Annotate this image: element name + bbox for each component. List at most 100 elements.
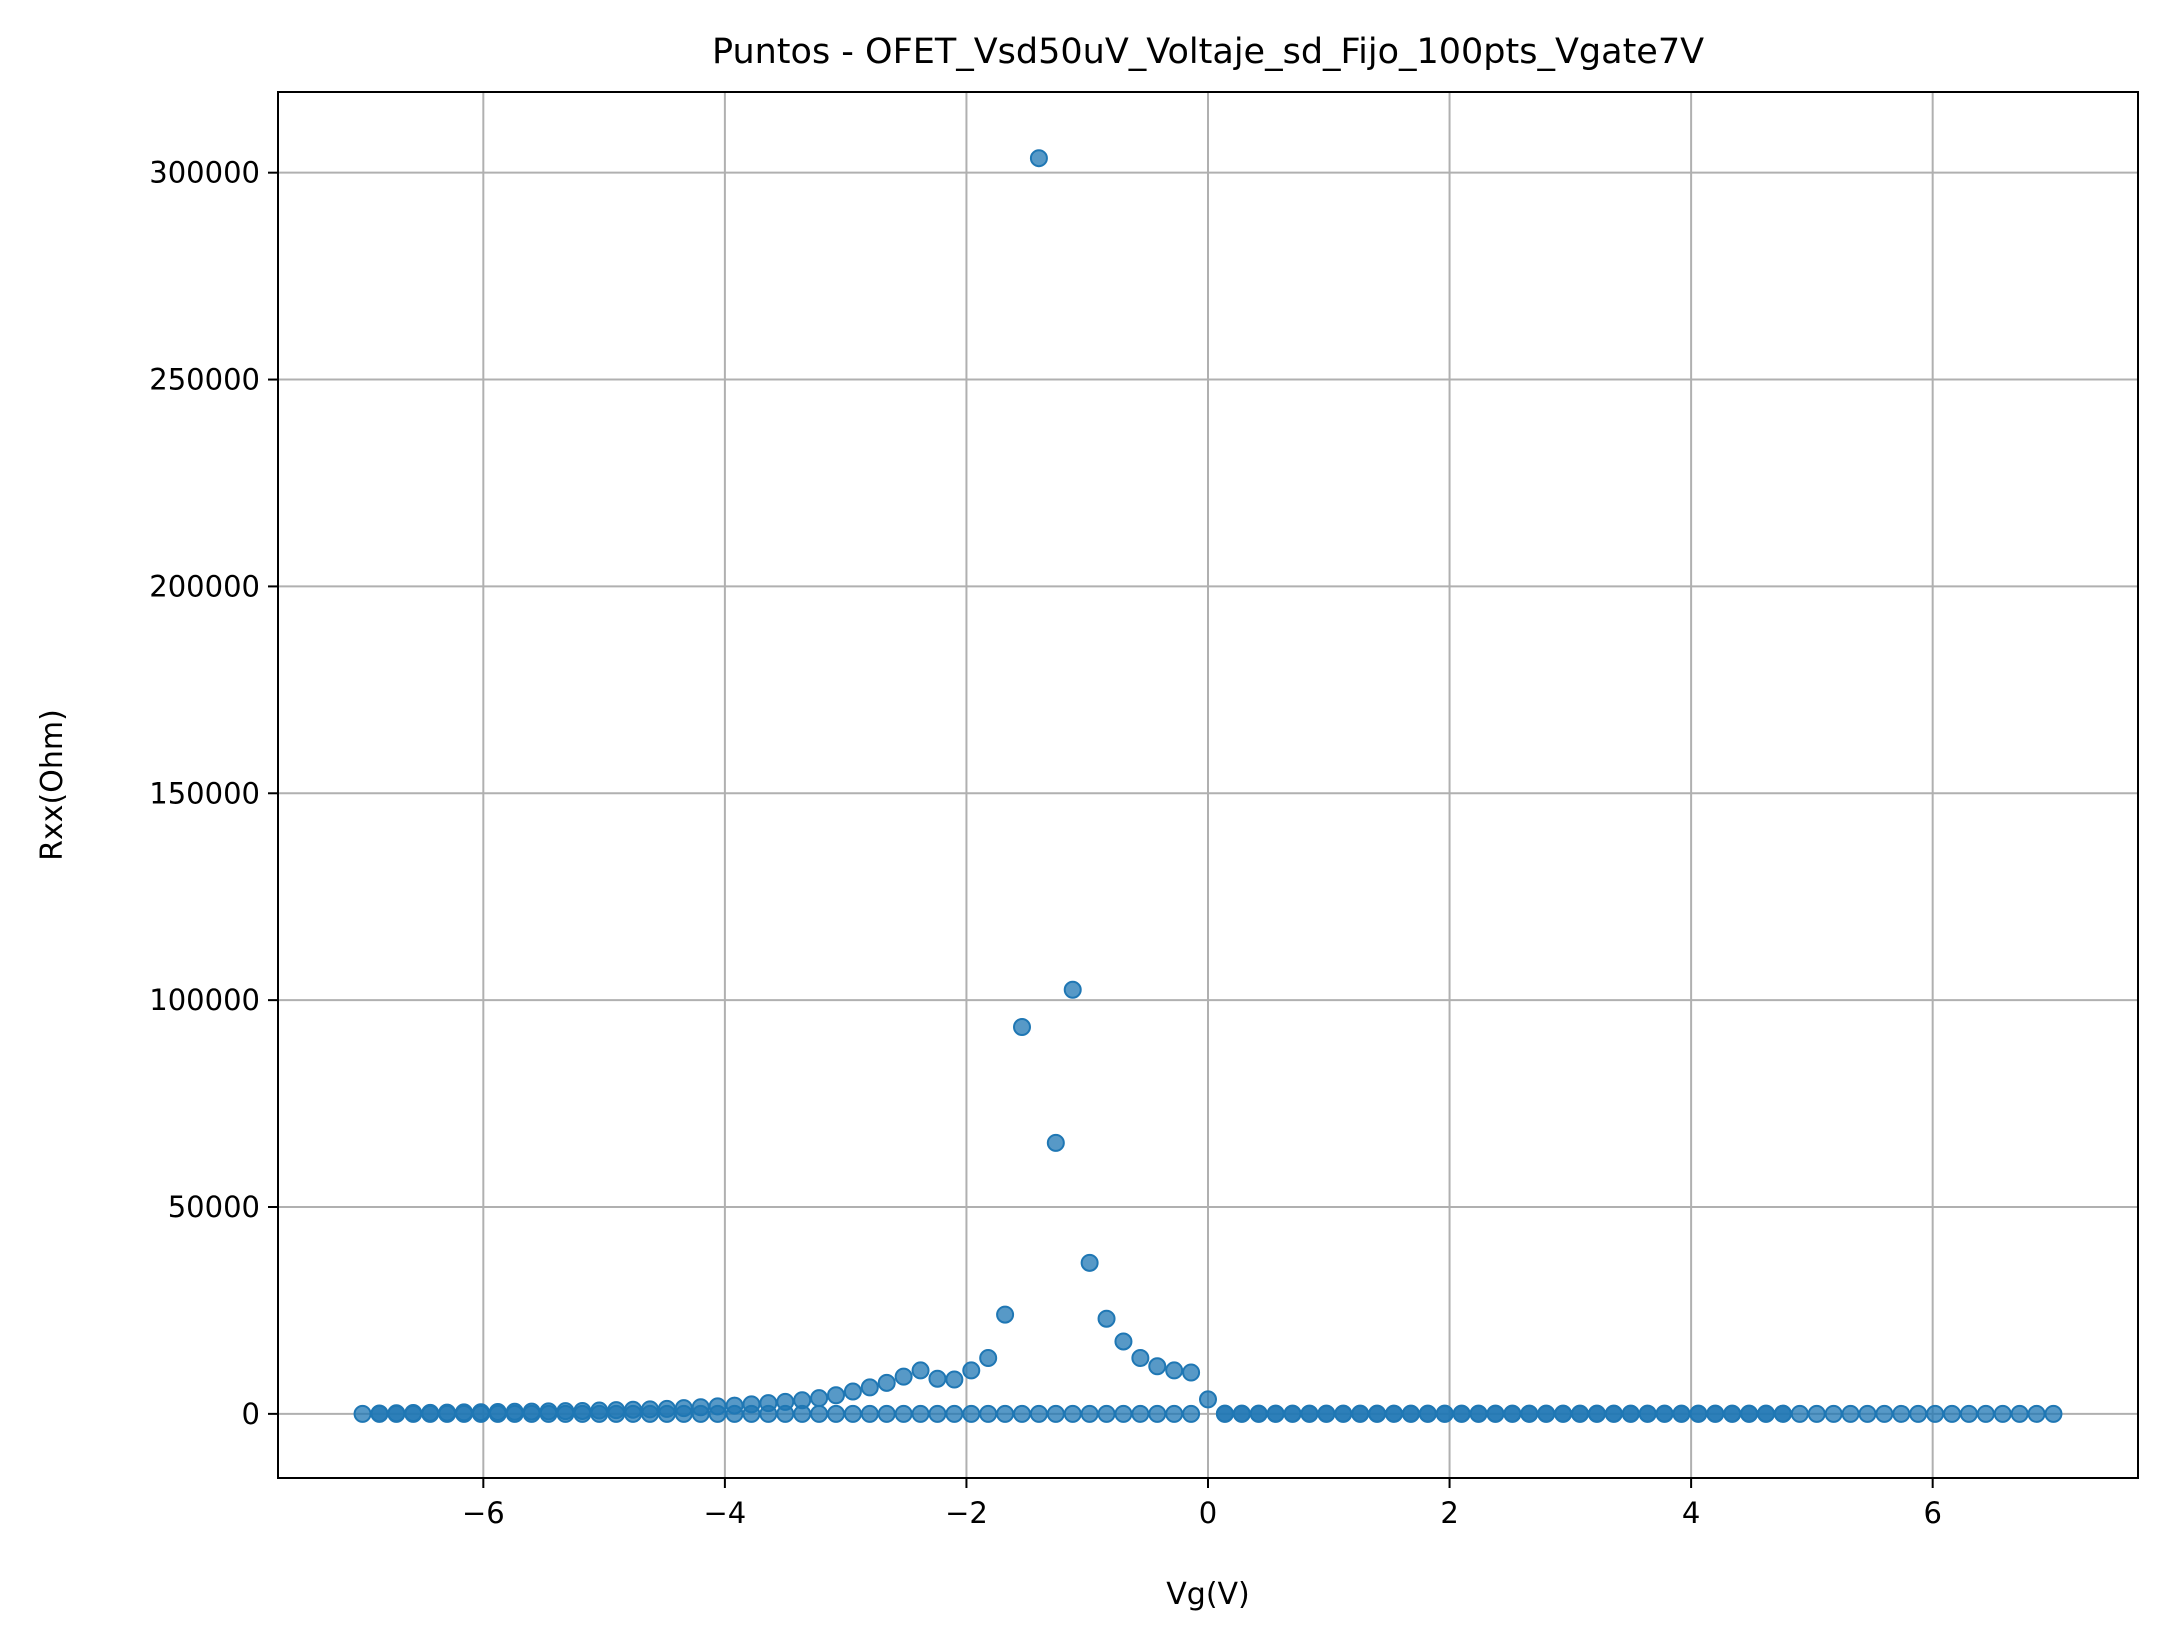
data-point: [1655, 1404, 1674, 1423]
data-point: [996, 1404, 1015, 1423]
data-point: [387, 1404, 406, 1423]
data-point: [370, 1404, 389, 1423]
data-point: [1401, 1404, 1420, 1423]
data-point: [1943, 1404, 1961, 1423]
data-point: [1029, 149, 1048, 168]
data-point: [1587, 1404, 1606, 1423]
x-axis-ticks: −6 −4 −2 0 2 4 6: [462, 1478, 1942, 1530]
data-point: [1740, 1404, 1759, 1423]
data-point: [1689, 1404, 1708, 1423]
data-point: [1604, 1404, 1623, 1423]
data-points: [353, 149, 2063, 1423]
data-point: [1165, 1361, 1184, 1380]
data-point: [657, 1399, 676, 1418]
data-point: [1469, 1404, 1488, 1423]
data-point: [522, 1402, 541, 1421]
data-point: [1926, 1404, 1945, 1423]
data-point: [1013, 1404, 1031, 1423]
data-point: [624, 1400, 643, 1419]
data-point: [1757, 1404, 1775, 1423]
data-point: [488, 1403, 507, 1422]
data-point: [1520, 1404, 1539, 1423]
data-point: [691, 1398, 710, 1417]
data-point: [894, 1367, 913, 1386]
x-axis-label: Vg(V): [1166, 1577, 1250, 1612]
data-point: [1249, 1404, 1268, 1423]
data-point: [1892, 1404, 1911, 1423]
data-point: [725, 1396, 744, 1415]
data-point: [1131, 1349, 1150, 1368]
x-tick-label: −2: [945, 1496, 988, 1530]
data-point: [539, 1402, 558, 1421]
data-point: [827, 1386, 845, 1405]
x-tick-label: −6: [462, 1496, 505, 1530]
data-point: [1080, 1404, 1099, 1423]
y-axis-ticks: 0 50000 100000 150000 200000 250000 300000: [149, 156, 278, 1431]
data-point: [1486, 1404, 1505, 1423]
data-point: [1266, 1404, 1285, 1423]
data-point: [911, 1361, 930, 1380]
data-point: [742, 1395, 761, 1414]
data-point: [793, 1391, 812, 1410]
data-point: [1215, 1404, 1234, 1423]
y-tick-label: 200000: [149, 569, 260, 603]
y-axis-label: Rxx(Ohm): [35, 709, 70, 861]
data-point: [860, 1404, 879, 1423]
data-point: [945, 1370, 964, 1389]
data-point: [1080, 1253, 1099, 1272]
data-point: [1131, 1404, 1150, 1423]
data-point: [928, 1369, 947, 1388]
data-point: [708, 1397, 727, 1416]
data-point: [1199, 1390, 1217, 1409]
data-point: [928, 1404, 947, 1423]
x-tick-label: −4: [704, 1496, 747, 1530]
data-point: [1418, 1404, 1437, 1423]
data-point: [1959, 1404, 1978, 1423]
data-point: [1114, 1404, 1133, 1423]
data-point: [1351, 1404, 1370, 1423]
data-point: [438, 1403, 457, 1422]
data-point: [1503, 1404, 1522, 1423]
data-point: [911, 1404, 930, 1423]
chart-title: Puntos - OFET_Vsd50uV_Voltaje_sd_Fijo_10…: [712, 32, 1704, 72]
data-point: [1554, 1404, 1573, 1423]
data-point: [1435, 1404, 1454, 1423]
data-point: [674, 1399, 693, 1418]
data-point: [877, 1373, 896, 1392]
data-point: [1097, 1404, 1116, 1423]
x-tick-label: 6: [1923, 1496, 1941, 1530]
data-point: [1317, 1404, 1336, 1423]
y-tick-label: 100000: [149, 983, 260, 1017]
data-point: [1063, 1404, 1082, 1423]
data-point: [1993, 1404, 2012, 1423]
data-point: [860, 1378, 879, 1397]
data-point: [894, 1404, 913, 1423]
data-point: [505, 1402, 524, 1421]
data-point: [1148, 1404, 1167, 1423]
data-point: [1013, 1018, 1031, 1037]
data-point: [1114, 1332, 1133, 1351]
data-point: [590, 1401, 609, 1420]
data-point: [1148, 1357, 1167, 1376]
data-point: [1909, 1404, 1928, 1423]
data-point: [1976, 1404, 1995, 1423]
data-point: [1638, 1404, 1657, 1423]
data-point: [556, 1402, 575, 1421]
data-point: [1452, 1404, 1471, 1423]
data-point: [962, 1404, 981, 1423]
data-point: [1807, 1404, 1826, 1423]
data-point: [1706, 1404, 1725, 1423]
data-point: [1824, 1404, 1843, 1423]
x-tick-label: 0: [1199, 1496, 1217, 1530]
data-point: [1300, 1404, 1319, 1423]
data-point: [996, 1305, 1015, 1324]
y-tick-label: 250000: [149, 363, 260, 397]
data-point: [641, 1400, 659, 1419]
y-tick-label: 50000: [168, 1190, 260, 1224]
data-point: [810, 1404, 829, 1423]
data-point: [607, 1401, 626, 1420]
data-point: [573, 1401, 592, 1420]
data-point: [1097, 1309, 1116, 1328]
